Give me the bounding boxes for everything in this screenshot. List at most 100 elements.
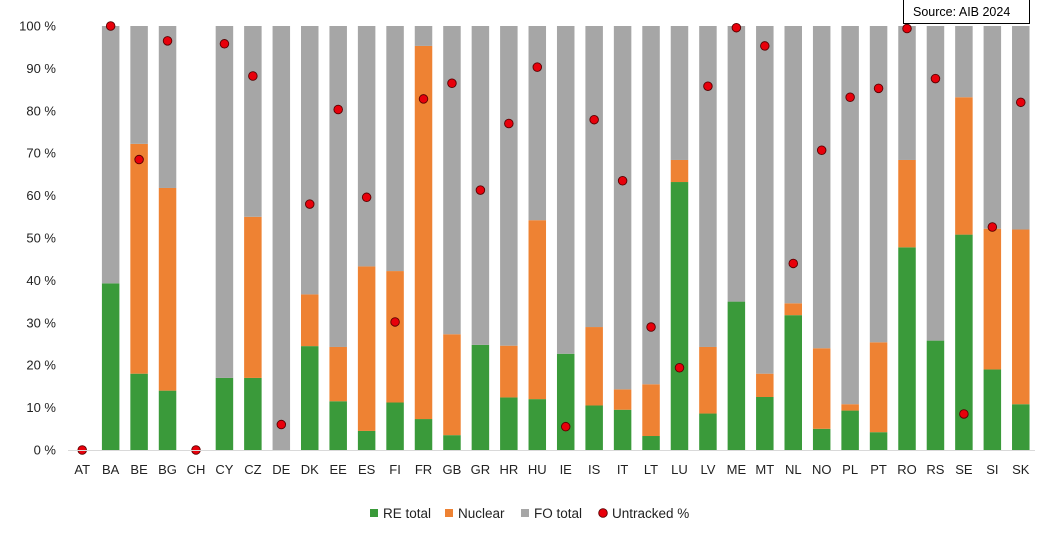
untracked-point-pl [845,92,855,102]
untracked-point-se [959,409,969,419]
bar-nuclear-lu [670,159,689,183]
untracked-point-lt [646,322,656,332]
bar-fo-total-cy [215,26,234,378]
bar-nuclear-mt [756,373,774,397]
bar-fo-total-de [272,26,291,450]
x-tick-label: DE [272,462,290,477]
bar-nuclear-fr [414,45,433,420]
x-tick-label: LT [644,462,658,477]
bar-nuclear-si [983,228,1002,370]
bar-fo-total-it [613,26,632,390]
untracked-point-no [816,145,827,155]
y-tick-label: 0 % [34,443,57,458]
legend-swatch-fo-total [521,509,529,517]
legend-swatch-nuclear [445,509,453,517]
untracked-point-be [134,154,144,165]
bar-nuclear-ro [898,159,916,248]
bar-fo-total-no [812,26,831,349]
x-tick-label: BE [130,462,148,477]
untracked-point-ee [333,104,343,115]
bar-re-total-nl [784,315,802,450]
x-tick-label: MT [755,462,774,477]
bar-re-total-es [357,430,376,450]
y-axis: 0 % 10 % 20 % 30 % 40 % 50 % 60 % 70 % 80 % 90 % 1… [19,19,56,458]
untracked-point-is [589,114,599,125]
x-tick-label: FR [415,462,432,477]
bar-re-total-cy [215,377,234,450]
bar-nuclear-hu [528,220,547,400]
x-tick-label: ME [727,462,747,477]
x-tick-label: GB [443,462,462,477]
x-tick-label: CH [187,462,206,477]
x-tick-label: LU [671,462,688,477]
bar-fo-total-si [983,26,1002,229]
bar-re-total-dk [301,346,319,450]
bar-nuclear-nl [784,303,802,316]
bar-fo-total-rs [926,26,945,341]
untracked-point-es [361,192,372,203]
bar-nuclear-lv [699,346,717,414]
untracked-point-si [987,222,998,232]
untracked-point-bg [162,36,173,46]
bar-re-total-be [130,373,148,450]
bar-nuclear-se [955,97,973,235]
bar-re-total-ee [329,401,347,450]
bar-re-total-ro [898,247,916,450]
untracked-point-nl [788,258,799,269]
bar-nuclear-hr [500,345,518,398]
untracked-point-fi [390,317,400,327]
bar-re-total-pt [869,432,888,450]
y-tick-label: 70 % [26,146,56,161]
bar-re-total-sk [1012,404,1030,450]
bar-fo-total-ee [329,26,347,347]
x-tick-label: BA [102,462,120,477]
x-tick-label: HR [499,462,518,477]
bar-fo-total-mt [756,26,774,374]
legend-swatch-re-total [370,509,378,517]
x-tick-label: AT [74,462,90,477]
bar-re-total-mt [756,397,774,450]
untracked-markers [77,21,1026,455]
bar-fo-total-hu [528,26,547,221]
bar-re-total-lt [642,436,660,450]
bar-nuclear-pl [841,404,859,411]
legend-label-untracked-: Untracked % [612,506,689,521]
untracked-point-lu [674,362,685,373]
untracked-point-cy [219,39,230,49]
bar-re-total-si [983,369,1002,450]
bar-nuclear-fi [386,271,404,403]
bars [101,26,1030,450]
untracked-point-lv [703,81,713,91]
bar-nuclear-pt [869,342,888,433]
x-tick-label: HU [528,462,547,477]
y-tick-label: 30 % [26,315,56,330]
x-tick-label: PL [842,462,858,477]
x-tick-label: NO [812,462,832,477]
x-tick-label: ES [358,462,376,477]
bar-nuclear-be [130,143,148,374]
bar-fo-total-nl [784,26,802,304]
legend: RE total Nuclear FO total Untracked % [370,506,689,521]
legend-label-nuclear: Nuclear [458,506,505,521]
legend-swatch-untracked- [598,508,608,518]
bar-fo-total-me [727,26,746,302]
x-tick-label: PT [870,462,887,477]
bar-re-total-cz [244,377,262,450]
x-tick-label: EE [330,462,348,477]
bar-fo-total-fr [414,26,433,46]
bar-nuclear-bg [158,187,177,391]
bar-re-total-lu [670,182,689,450]
untracked-point-ba [105,21,116,31]
untracked-point-dk [305,199,315,209]
bar-nuclear-it [613,389,632,410]
y-tick-label: 10 % [26,400,56,415]
bar-re-total-me [727,301,746,450]
untracked-point-fr [418,94,429,104]
x-tick-label: RS [926,462,944,477]
bar-fo-total-lv [699,26,717,347]
source-note: Source: AIB 2024 [903,0,1030,24]
bar-fo-total-is [585,26,603,328]
y-tick-label: 20 % [26,358,56,373]
untracked-point-cz [248,71,258,81]
x-tick-label: IS [588,462,601,477]
